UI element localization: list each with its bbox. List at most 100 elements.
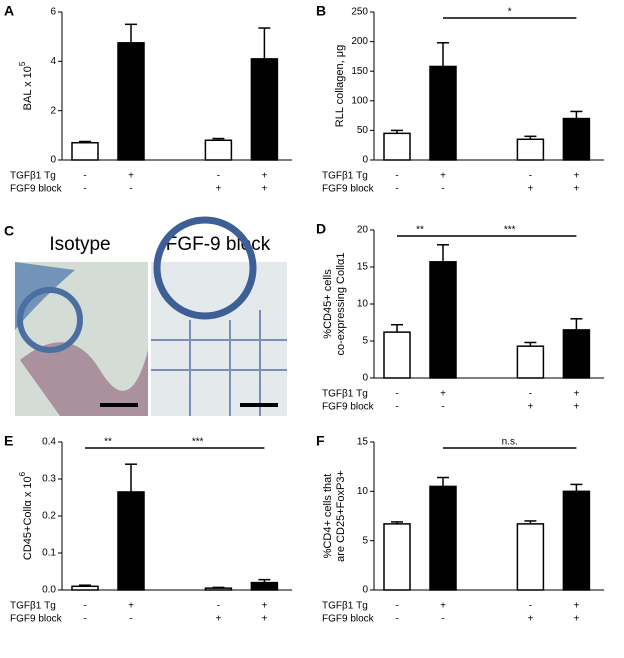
bar [383,523,411,591]
y-tick-label: 10 [357,299,369,310]
y-tick-label: 150 [351,66,368,77]
condition-sign: + [128,601,134,612]
bar [71,141,99,161]
condition-sign: - [217,171,220,182]
bar [562,117,591,161]
bar [383,331,411,379]
bar [429,65,457,161]
tissue [153,216,257,320]
condition-sign: + [261,614,267,625]
significance-label: * [508,7,512,18]
condition-sign: + [573,601,579,612]
y-axis-label-sup: 5 [18,61,27,66]
condition-label: TGFβ1 Tg [322,389,368,400]
condition-sign: + [440,601,446,612]
condition-sign: + [573,171,579,182]
condition-label: FGF9 block [322,402,375,413]
condition-sign: - [395,184,398,195]
panel-label: D [316,221,326,237]
y-tick-label: 0.1 [42,548,56,559]
bar [250,581,279,591]
panel: D %CD45+ cellsco-expressing Collα1 0 5 10 15 2… [316,221,604,413]
y-axis-label: %CD45+ cellsco-expressing Collα1 [322,253,347,356]
y-tick-label: 10 [357,486,369,497]
condition-label: FGF9 block [10,184,63,195]
significance-label: *** [504,225,516,236]
y-tick-label: 0.3 [42,474,56,485]
condition-sign: - [129,184,132,195]
y-axis-label-line: CD45+Collα x 10 [22,476,34,560]
y-tick-label: 0 [50,155,56,166]
panel-label: A [4,3,14,19]
bar [516,138,545,161]
bar [429,485,457,591]
panel-label: E [4,433,13,449]
condition-sign: - [395,402,398,413]
condition-label: TGFβ1 Tg [10,601,56,612]
condition-sign: + [573,184,579,195]
y-tick-label: 0.0 [42,585,56,596]
y-tick-label: 100 [351,95,368,106]
bar [562,329,591,379]
condition-sign: + [215,184,221,195]
y-axis-label: CD45+Collα x 106 [18,471,34,560]
condition-label: FGF9 block [322,184,375,195]
condition-sign: + [128,171,134,182]
panel-label: C [4,223,14,239]
y-tick-label: 15 [357,437,369,448]
bar [117,42,145,161]
condition-label: TGFβ1 Tg [322,171,368,182]
y-axis-label-line: BAL x 10 [22,66,34,110]
condition-sign: - [441,184,444,195]
y-tick-label: 0.2 [42,511,56,522]
y-axis-label-line: %CD4+ cells that [322,474,334,559]
condition-label: FGF9 block [322,614,375,625]
condition-sign: - [129,614,132,625]
panel-c: C Isotype FGF-9 block [4,216,287,416]
condition-sign: - [83,171,86,182]
condition-sign: - [395,389,398,400]
condition-sign: - [83,601,86,612]
bar [250,58,279,161]
condition-sign: - [217,601,220,612]
condition-label: FGF9 block [10,614,63,625]
y-tick-label: 20 [357,225,369,236]
bar [516,523,545,591]
y-axis-label-line: RLL collagen, μg [334,45,346,127]
y-axis-label-sup: 6 [18,471,27,476]
condition-sign: + [527,402,533,413]
condition-sign: - [441,614,444,625]
condition-sign: - [529,171,532,182]
condition-sign: + [261,601,267,612]
panel: A BAL x 105 0 2 4 6 TGFβ1 Tg - + - + FGF9 block - - + + [4,3,292,195]
bar [204,139,233,161]
y-axis-label-line: co-expressing Collα1 [335,253,347,356]
condition-label: TGFβ1 Tg [10,171,56,182]
condition-sign: - [529,601,532,612]
condition-sign: - [395,601,398,612]
significance-label: ** [104,437,112,448]
bar [516,345,545,379]
tissue [20,342,148,416]
condition-sign: + [573,389,579,400]
condition-sign: + [440,389,446,400]
y-axis-label: %CD4+ cells thatare CD25+FoxP3+ [322,470,347,562]
condition-sign: + [215,614,221,625]
y-tick-label: 0 [362,373,368,384]
condition-label: TGFβ1 Tg [322,601,368,612]
y-tick-label: 0 [362,585,368,596]
y-tick-label: 0 [362,155,368,166]
condition-sign: - [83,184,86,195]
panel: B RLL collagen, μg 0 50 100 150 200 250 TGFβ1 Tg… [316,3,604,195]
y-axis-label-line: %CD45+ cells [322,269,334,339]
bar [383,132,411,161]
condition-sign: - [441,402,444,413]
condition-sign: + [527,614,533,625]
bar [562,490,591,591]
image-title: FGF-9 block [166,234,271,255]
condition-sign: + [261,184,267,195]
y-tick-label: 5 [362,336,368,347]
y-tick-label: 4 [50,56,56,67]
y-tick-label: 5 [362,535,368,546]
